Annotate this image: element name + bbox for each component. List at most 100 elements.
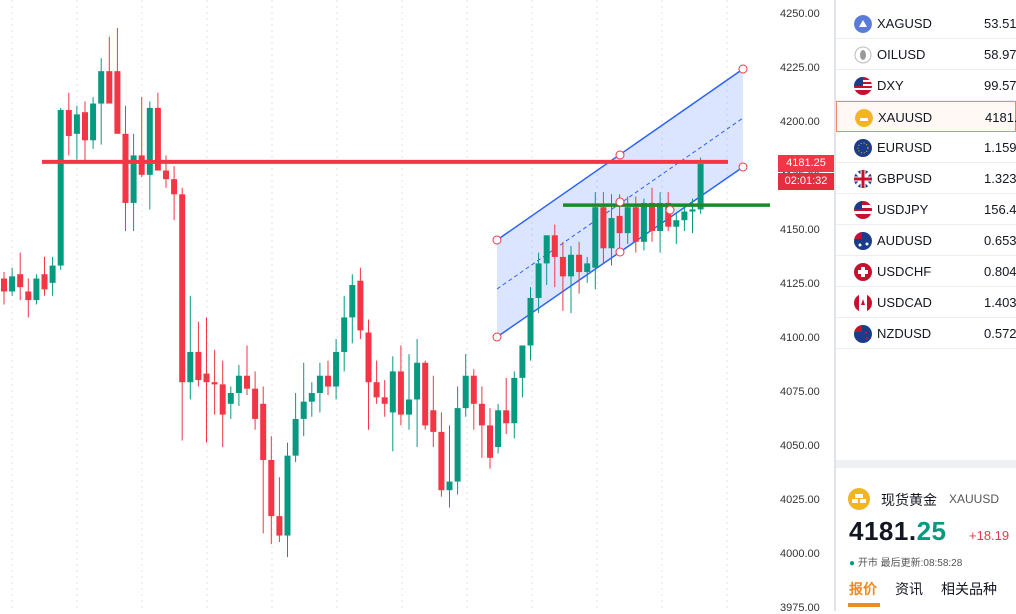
candle-body [82, 112, 88, 141]
candle-body [600, 207, 607, 249]
candle-body [535, 263, 542, 298]
watchlist-symbol: USDCAD [877, 295, 932, 310]
tab-related[interactable]: 相关品种 [941, 581, 997, 597]
watchlist-row[interactable]: XAUUSD 4181.2 [836, 101, 1016, 132]
watchlist-symbol: USDCHF [877, 264, 932, 279]
au-flag-icon [854, 232, 872, 250]
candle-body [681, 211, 688, 221]
price-tick-label: 4150.00 [780, 224, 820, 236]
candlestick-chart[interactable] [0, 0, 770, 611]
watchlist-symbol: USDJPY [877, 202, 929, 217]
watchlist-symbol: EURUSD [877, 140, 932, 155]
candle-body [114, 71, 121, 134]
candle-body [308, 393, 315, 402]
candle-body [73, 114, 80, 134]
tab-news[interactable]: 资讯 [895, 581, 923, 597]
candle-body [487, 425, 493, 458]
market-status: ● 开市 最后更新:08:58:28 [849, 554, 962, 569]
us-jp-flag-icon [854, 201, 872, 219]
candle-body [17, 274, 24, 288]
candle-body [33, 278, 40, 301]
candle-body [495, 410, 502, 447]
price-tick-label: 3975.00 [780, 602, 820, 614]
price-tick-label: 4025.00 [780, 494, 820, 506]
watchlist-price: 1.1594 [984, 140, 1016, 155]
last-price: 4181.25 [849, 516, 947, 547]
candle-body [106, 71, 113, 104]
candle-body [632, 207, 639, 242]
candle-body [397, 371, 404, 415]
candle-body [341, 317, 348, 352]
candle-body [25, 291, 32, 301]
last-price-integer: 4181. [849, 516, 917, 546]
drawing-handle [615, 247, 625, 257]
gb-flag-icon [854, 170, 872, 188]
current-price-badge: 4181.25 [778, 155, 834, 172]
candle-body [195, 351, 202, 381]
watchlist-symbol: OILUSD [877, 47, 926, 62]
watchlist-row[interactable]: GBPUSD 1.3236 [836, 163, 1016, 194]
candle-body [422, 362, 429, 426]
watchlist-row[interactable]: XAGUSD 53.51 [836, 8, 1016, 39]
candle-body [90, 103, 97, 141]
drawing-handle [615, 197, 625, 207]
watchlist-symbol: DXY [877, 78, 904, 93]
candle-body [292, 418, 299, 456]
candle-body [568, 254, 574, 277]
candle-body [543, 235, 550, 264]
watchlist-row[interactable]: DXY 99.57 [836, 70, 1016, 101]
watchlist-row[interactable]: USDCHF 0.8048 [836, 256, 1016, 287]
instrument-name: 现货黄金 [881, 492, 937, 508]
candle-body [49, 265, 56, 283]
watchlist-row[interactable]: OILUSD 58.97 [836, 39, 1016, 70]
candle-body [65, 110, 72, 136]
candle-body [640, 202, 647, 242]
tab-quote[interactable]: 报价 [849, 581, 877, 597]
symbol-detail-panel: 现货黄金 XAUUSD 4181.25 +18.19 ● 开市 最后更新:08:… [836, 468, 1016, 611]
price-tick-label: 4050.00 [780, 440, 820, 452]
us-ca-flag-icon [854, 294, 872, 312]
watchlist: XAGUSD 53.51 OILUSD 58.97 DXY 99.57 XAUUSD 4181… [836, 0, 1016, 460]
candle-body [268, 459, 275, 517]
watchlist-symbol: GBPUSD [877, 171, 932, 186]
candle-body [203, 373, 210, 383]
candle-body [406, 399, 412, 415]
oil-flag-icon [854, 46, 872, 64]
watchlist-row[interactable]: EURUSD 1.1594 [836, 132, 1016, 163]
chart-canvas[interactable] [0, 0, 770, 611]
price-axis[interactable]: 4250.004225.004200.004175.004150.004125.… [770, 0, 834, 614]
candle-body [584, 263, 591, 273]
price-tick-label: 4225.00 [780, 62, 820, 74]
watchlist-row[interactable]: USDJPY 156.44 [836, 194, 1016, 225]
candle-body [389, 371, 396, 413]
watchlist-price: 1.4032 [984, 295, 1016, 310]
price-tick-label: 4075.00 [780, 386, 820, 398]
price-tick-label: 4200.00 [780, 116, 820, 128]
us-flag-icon [854, 77, 872, 95]
candle-body [511, 377, 518, 424]
watchlist-row[interactable]: NZDUSD 0.5726 [836, 318, 1016, 349]
candle-body [163, 170, 169, 180]
candle-body [98, 71, 105, 104]
candle-body [171, 179, 178, 195]
candle-body [1, 278, 7, 292]
candle-body [665, 202, 672, 227]
panel-divider[interactable] [834, 0, 836, 611]
nz-flag-icon [854, 325, 872, 343]
candle-body [276, 516, 283, 536]
watchlist-row[interactable]: AUDUSD 0.6535 [836, 225, 1016, 256]
watchlist-row[interactable]: USDCAD 1.4032 [836, 287, 1016, 318]
watchlist-price: 0.6535 [984, 233, 1016, 248]
candle-body [357, 280, 364, 331]
status-text: 开市 最后更新:08:58:28 [857, 558, 963, 569]
candle-body [325, 375, 331, 387]
candle-body [551, 235, 558, 257]
candle-body [284, 455, 291, 536]
candle-body [438, 431, 445, 491]
price-tick-label: 4125.00 [780, 278, 820, 290]
price-tick-label: 4100.00 [780, 332, 820, 344]
candle-body [697, 164, 704, 210]
candle-body [592, 207, 599, 268]
drawing-handle [615, 150, 625, 160]
candle-body [316, 375, 323, 393]
